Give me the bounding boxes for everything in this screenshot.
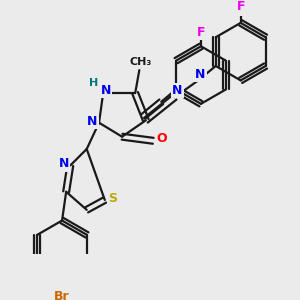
Text: S: S [109, 192, 118, 205]
Text: Br: Br [54, 290, 70, 300]
Text: N: N [58, 157, 69, 170]
Text: CH₃: CH₃ [130, 57, 152, 67]
Text: N: N [195, 68, 205, 81]
Text: H: H [89, 78, 98, 88]
Text: F: F [236, 0, 245, 13]
Text: N: N [100, 84, 111, 97]
Text: F: F [236, 2, 245, 15]
Text: N: N [87, 115, 98, 128]
Text: N: N [172, 84, 182, 97]
Text: F: F [197, 26, 205, 39]
Text: O: O [156, 132, 167, 145]
